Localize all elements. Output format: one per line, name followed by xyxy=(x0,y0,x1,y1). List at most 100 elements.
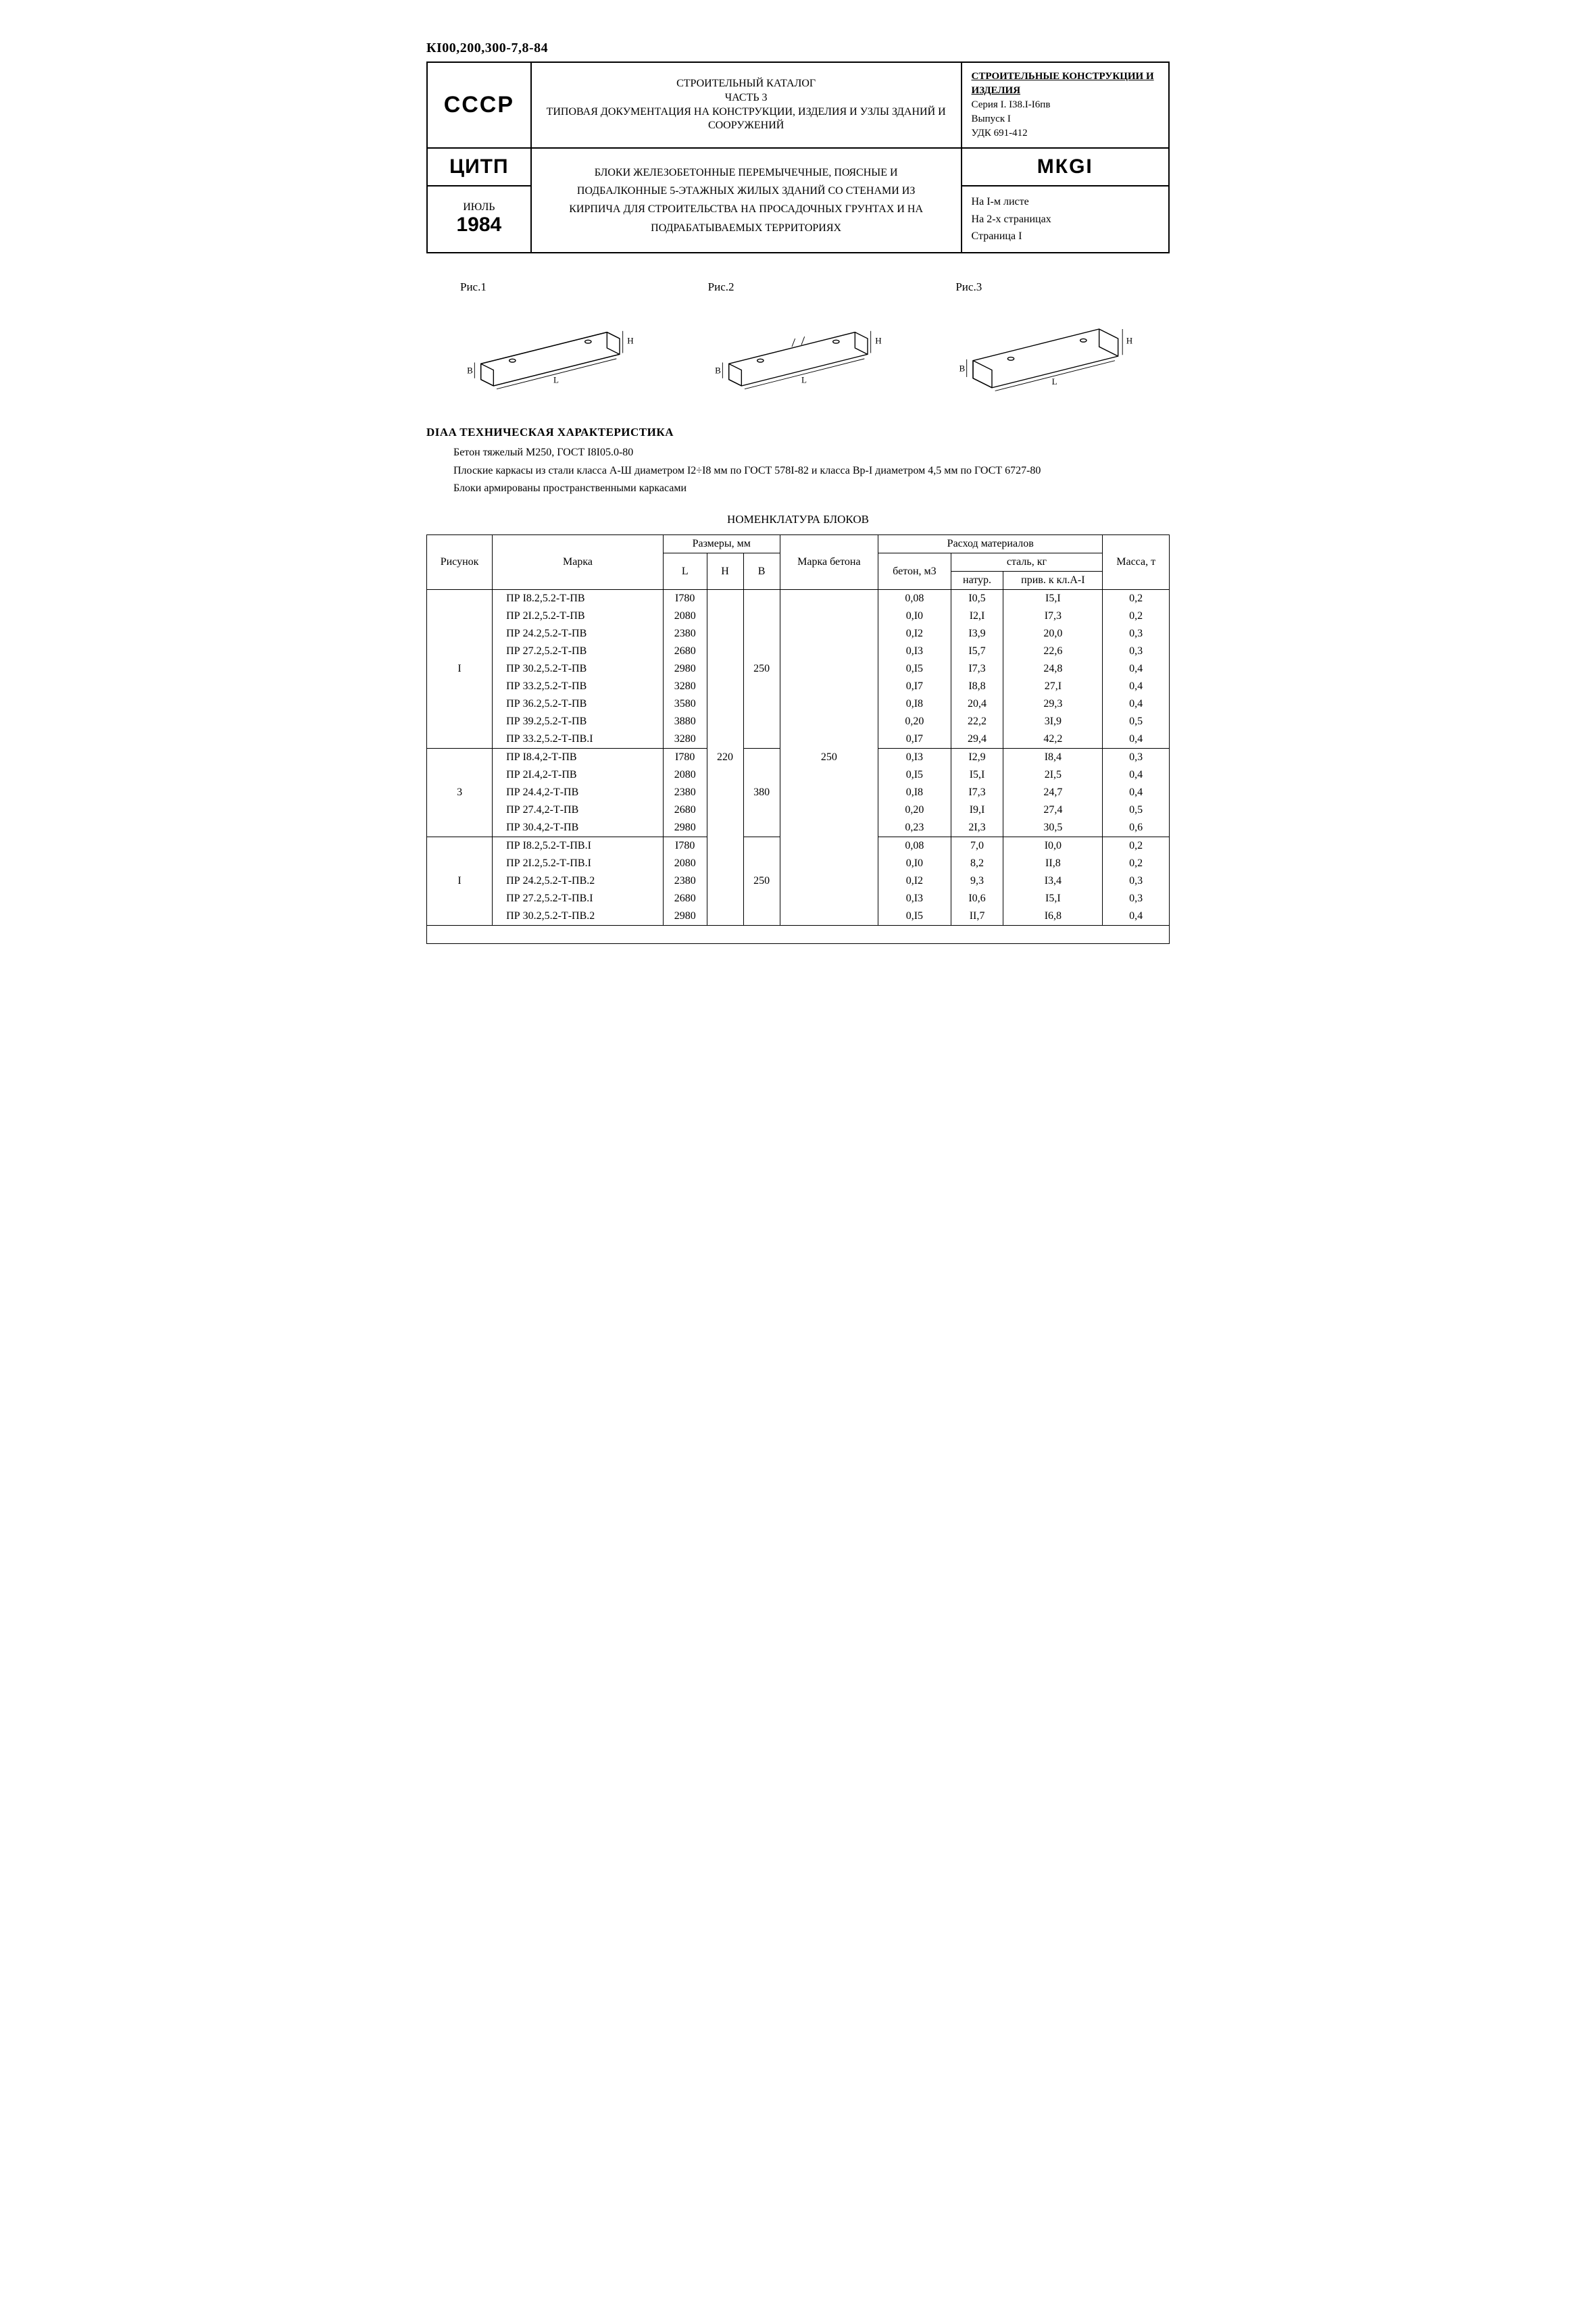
cell-marka-betona: 250 xyxy=(780,590,878,926)
cell-priv: 24,7 xyxy=(1003,784,1103,801)
cell-L: I780 xyxy=(663,837,707,855)
cell-natur: 20,4 xyxy=(951,695,1003,713)
cell-B: 250 xyxy=(743,837,780,926)
cell-L: 2080 xyxy=(663,607,707,625)
cell-natur: I0,5 xyxy=(951,590,1003,608)
cell-marka: ПР 2I.2,5.2-Т-ПВ xyxy=(493,607,664,625)
th-risunok: Рисунок xyxy=(427,535,493,590)
cell-natur: I2,9 xyxy=(951,749,1003,767)
cell-beton: 0,I7 xyxy=(878,678,951,695)
cell-L: 2080 xyxy=(663,766,707,784)
svg-text:B: B xyxy=(959,363,966,373)
cell-natur: I8,8 xyxy=(951,678,1003,695)
cell-beton: 0,I0 xyxy=(878,607,951,625)
cell-beton: 0,I8 xyxy=(878,695,951,713)
th-rashod: Расход материалов xyxy=(878,535,1103,553)
th-marka-betona: Марка бетона xyxy=(780,535,878,590)
cell-L: 2980 xyxy=(663,819,707,837)
header-table: СССР СТРОИТЕЛЬНЫЙ КАТАЛОГ ЧАСТЬ 3 ТИПОВА… xyxy=(426,61,1170,253)
cell-priv: 42,2 xyxy=(1003,730,1103,749)
cell-priv: I6,8 xyxy=(1003,907,1103,926)
right-series: Серия I. I38.I-I6пв xyxy=(972,98,1159,112)
svg-text:L: L xyxy=(801,374,807,384)
cell-beton: 0,I3 xyxy=(878,749,951,767)
cell-marka: ПР 27.4,2-Т-ПВ xyxy=(493,801,664,819)
cell-massa: 0,4 xyxy=(1103,730,1170,749)
month-label: ИЮЛЬ xyxy=(437,201,521,214)
figure-2: Рис.2 L B H xyxy=(681,280,916,399)
catalog-line3: ТИПОВАЯ ДОКУМЕНТАЦИЯ НА КОНСТРУКЦИИ, ИЗД… xyxy=(541,105,951,134)
nomenclature-title: НОМЕНКЛАТУРА БЛОКОВ xyxy=(426,513,1170,526)
cell-marka: ПР 33.2,5.2-Т-ПВ.I xyxy=(493,730,664,749)
page-line1: На I-м листе xyxy=(972,193,1159,211)
cell-risunok: I xyxy=(427,837,493,926)
cell-B: 380 xyxy=(743,749,780,837)
page-line2: На 2-х страницах xyxy=(972,211,1159,228)
figure-1: Рис.1 L B H xyxy=(433,280,668,399)
cell-massa: 0,3 xyxy=(1103,643,1170,660)
beam-drawing-2: L B H xyxy=(681,301,916,395)
cell-priv: I0,0 xyxy=(1003,837,1103,855)
svg-text:H: H xyxy=(875,335,882,345)
th-L: L xyxy=(663,553,707,590)
cell-beton: 0,20 xyxy=(878,801,951,819)
cell-massa: 0,4 xyxy=(1103,678,1170,695)
cell-marka: ПР I8.2,5.2-Т-ПВ xyxy=(493,590,664,608)
cell-priv: 27,4 xyxy=(1003,801,1103,819)
cell-massa: 0,5 xyxy=(1103,801,1170,819)
table-row: IПР I8.2,5.2-Т-ПВI7802202502500,08I0,5I5… xyxy=(427,590,1170,608)
cell-beton: 0,I5 xyxy=(878,907,951,926)
cell-priv: I8,4 xyxy=(1003,749,1103,767)
cell-L: 3880 xyxy=(663,713,707,730)
cell-marka: ПР 39.2,5.2-Т-ПВ xyxy=(493,713,664,730)
th-stal: сталь, кг xyxy=(951,553,1103,572)
svg-text:B: B xyxy=(715,365,721,375)
svg-text:B: B xyxy=(467,365,473,375)
cell-marka: ПР 24.2,5.2-Т-ПВ xyxy=(493,625,664,643)
cell-beton: 0,I5 xyxy=(878,766,951,784)
cell-B: 250 xyxy=(743,590,780,749)
cell-beton: 0,08 xyxy=(878,837,951,855)
cell-L: 3580 xyxy=(663,695,707,713)
page-line3: Страница I xyxy=(972,228,1159,245)
figures-row: Рис.1 L B H xyxy=(433,280,1163,399)
cell-priv: 24,8 xyxy=(1003,660,1103,678)
right-udk: УДК 691-412 xyxy=(972,126,1159,141)
cell-natur: 9,3 xyxy=(951,872,1003,890)
cell-massa: 0,6 xyxy=(1103,819,1170,837)
cell-natur: 8,2 xyxy=(951,855,1003,872)
nomenclature-table: Рисунок Марка Размеры, мм Марка бетона Р… xyxy=(426,534,1170,944)
svg-text:L: L xyxy=(1052,376,1057,387)
cell-massa: 0,5 xyxy=(1103,713,1170,730)
cell-beton: 0,20 xyxy=(878,713,951,730)
document-code: КI00,200,300-7,8-84 xyxy=(426,41,1170,56)
cell-marka: ПР 2I.4,2-Т-ПВ xyxy=(493,766,664,784)
cell-beton: 0,I2 xyxy=(878,872,951,890)
cell-priv: 27,I xyxy=(1003,678,1103,695)
cell-L: I780 xyxy=(663,749,707,767)
table-bottom-spacer xyxy=(427,926,1170,944)
cell-H: 220 xyxy=(707,590,743,926)
cell-natur: I5,I xyxy=(951,766,1003,784)
cell-priv: 20,0 xyxy=(1003,625,1103,643)
cell-massa: 0,4 xyxy=(1103,766,1170,784)
cell-priv: I5,I xyxy=(1003,590,1103,608)
cell-marka: ПР I8.2,5.2-Т-ПВ.I xyxy=(493,837,664,855)
cell-priv: 2I,5 xyxy=(1003,766,1103,784)
cell-massa: 0,3 xyxy=(1103,749,1170,767)
cell-marka: ПР 27.2,5.2-Т-ПВ xyxy=(493,643,664,660)
cell-priv: 22,6 xyxy=(1003,643,1103,660)
year-label: 1984 xyxy=(437,214,521,237)
cell-beton: 0,I3 xyxy=(878,643,951,660)
cell-natur: 29,4 xyxy=(951,730,1003,749)
catalog-line1: СТРОИТЕЛЬНЫЙ КАТАЛОГ xyxy=(541,77,951,91)
cell-massa: 0,3 xyxy=(1103,890,1170,907)
cell-natur: I5,7 xyxy=(951,643,1003,660)
th-beton: бетон, м3 xyxy=(878,553,951,590)
cell-marka: ПР 27.2,5.2-Т-ПВ.I xyxy=(493,890,664,907)
cell-priv: I5,I xyxy=(1003,890,1103,907)
figure-1-label: Рис.1 xyxy=(433,280,668,294)
org-label: ЦИТП xyxy=(437,155,521,178)
figure-3: Рис.3 L B H xyxy=(928,280,1163,399)
th-marka: Марка xyxy=(493,535,664,590)
